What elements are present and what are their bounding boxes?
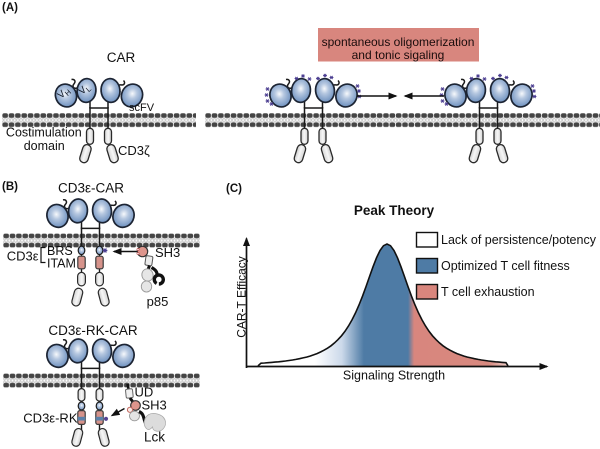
svg-text:and tonic sigaling: and tonic sigaling xyxy=(352,48,445,62)
svg-text:Costimulation: Costimulation xyxy=(6,126,82,140)
svg-text:(C): (C) xyxy=(226,183,242,195)
svg-text:SH3: SH3 xyxy=(155,245,180,260)
svg-text:CD3ε-CAR: CD3ε-CAR xyxy=(58,181,124,196)
svg-text:(A): (A) xyxy=(2,2,18,14)
svg-text:CD3ζ: CD3ζ xyxy=(118,143,150,158)
svg-text:Lck: Lck xyxy=(144,430,165,445)
svg-text:CD3ε-RK: CD3ε-RK xyxy=(23,411,78,426)
svg-text:Peak Theory: Peak Theory xyxy=(354,203,435,218)
svg-text:domain: domain xyxy=(24,139,65,153)
svg-text:Optimized T cell fitness: Optimized T cell fitness xyxy=(441,259,570,273)
svg-text:Signaling Strength: Signaling Strength xyxy=(343,369,445,383)
svg-text:UD: UD xyxy=(135,385,154,400)
svg-text:spontaneous oligomerization: spontaneous oligomerization xyxy=(322,35,475,49)
svg-text:CD3ε: CD3ε xyxy=(7,249,39,264)
svg-text:ITAM: ITAM xyxy=(47,257,76,271)
svg-text:CD3ε-RK-CAR: CD3ε-RK-CAR xyxy=(48,323,138,338)
svg-text:p85: p85 xyxy=(147,294,169,309)
svg-text:CAR-T Efficacy: CAR-T Efficacy xyxy=(235,256,249,338)
svg-text:BRS: BRS xyxy=(47,244,73,258)
svg-text:Lack of persistence/potency: Lack of persistence/potency xyxy=(441,233,597,247)
svg-text:scFV: scFV xyxy=(129,102,155,114)
svg-text:T cell exhaustion: T cell exhaustion xyxy=(441,285,535,299)
svg-text:SH3: SH3 xyxy=(142,398,167,413)
svg-text:CAR: CAR xyxy=(107,50,136,65)
svg-text:(B): (B) xyxy=(2,181,18,193)
